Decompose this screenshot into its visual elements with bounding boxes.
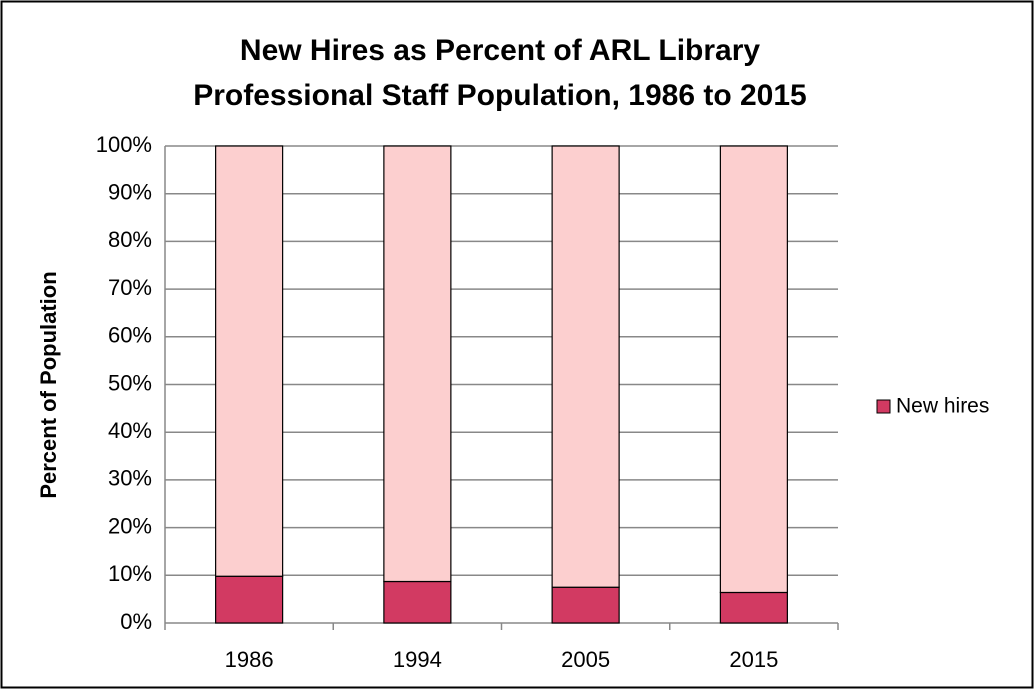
legend-label: New hires <box>896 395 989 418</box>
y-tick-label: 10% <box>108 561 152 586</box>
y-tick-label: 40% <box>108 418 152 443</box>
chart-title: Professional Staff Population, 1986 to 2… <box>193 79 807 112</box>
bar-segment <box>215 145 284 577</box>
x-tick-label: 2015 <box>729 647 778 672</box>
y-tick-label: 30% <box>108 466 152 491</box>
legend-swatch <box>876 399 891 414</box>
x-tick-label: 1986 <box>225 647 274 672</box>
y-tick-label: 100% <box>96 132 152 157</box>
y-tick-label: 60% <box>108 323 152 348</box>
y-tick-label: 20% <box>108 513 152 538</box>
bar-segment <box>551 145 620 588</box>
y-tick-label: 0% <box>120 609 152 634</box>
y-tick-label: 80% <box>108 227 152 252</box>
y-tick-label: 90% <box>108 180 152 205</box>
x-tick-label: 2005 <box>561 647 610 672</box>
bar-segment <box>551 586 620 624</box>
bar-segment <box>383 145 452 583</box>
x-tick-label: 1994 <box>393 647 442 672</box>
bar-segment <box>215 575 284 624</box>
chart-title: New Hires as Percent of ARL Library <box>240 34 760 67</box>
y-tick-label: 50% <box>108 370 152 395</box>
bar-segment <box>383 580 452 624</box>
bar-segment <box>719 591 788 624</box>
y-tick-label: 70% <box>108 275 152 300</box>
bar-segment <box>719 145 788 594</box>
y-axis-label: Percent of Population <box>36 271 61 498</box>
